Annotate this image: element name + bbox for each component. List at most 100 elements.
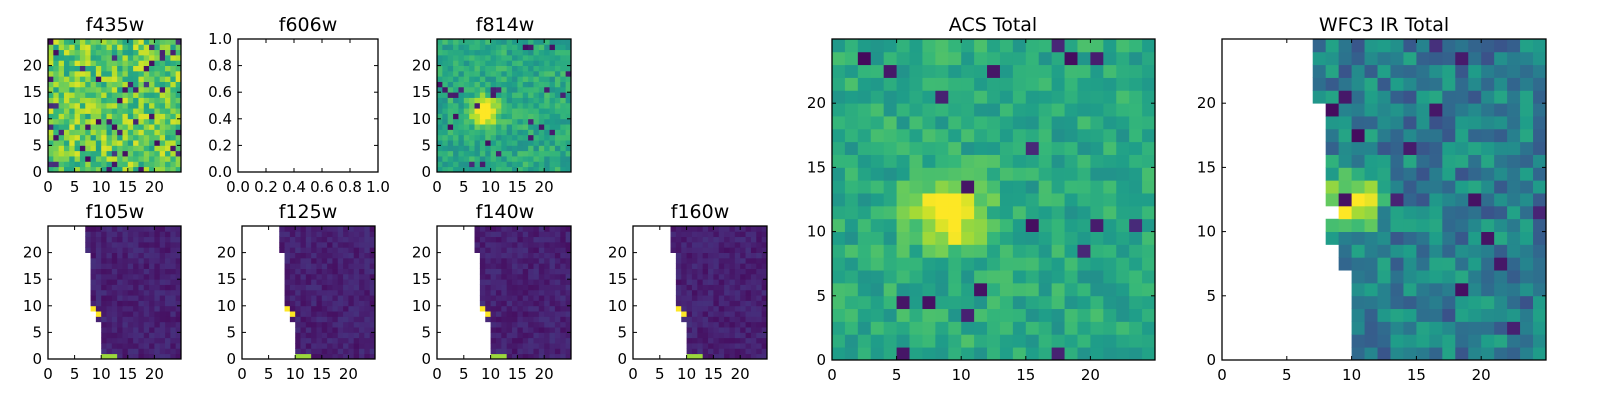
heatmap-cell <box>750 300 757 307</box>
heatmap-cell <box>1520 270 1534 284</box>
heatmap-cell <box>1064 39 1078 53</box>
heatmap-cell <box>756 316 763 323</box>
heatmap-cell <box>321 311 328 317</box>
heatmap-cell <box>117 300 123 307</box>
heatmap-cell <box>734 348 741 355</box>
heatmap-cell <box>1025 347 1040 361</box>
heatmap-cell <box>437 118 443 125</box>
heatmap-cell <box>1351 154 1365 168</box>
heatmap-cell <box>697 311 704 317</box>
heatmap-cell <box>756 348 763 355</box>
heatmap-cell <box>143 353 150 360</box>
heatmap-cell <box>1507 244 1521 258</box>
heatmap-cell <box>348 284 355 291</box>
y-tick-label: 10 <box>412 110 431 128</box>
heatmap-cell <box>528 129 534 136</box>
heatmap-cell <box>560 321 567 328</box>
heatmap-cell <box>1364 128 1378 143</box>
heatmap-cell <box>1142 193 1156 207</box>
heatmap-cell <box>1338 257 1352 271</box>
heatmap-cell <box>987 193 1001 207</box>
heatmap-cell <box>549 289 556 296</box>
heatmap-cell <box>143 86 150 93</box>
heatmap-cell <box>74 60 81 66</box>
heatmap-cell <box>1129 193 1143 207</box>
heatmap-cell <box>533 108 540 114</box>
heatmap-cell <box>675 284 682 291</box>
x-tick-label: 0 <box>43 178 53 196</box>
heatmap-cell <box>138 39 145 45</box>
heatmap-cell <box>117 226 123 232</box>
heatmap-cell <box>686 300 693 307</box>
heatmap-cell <box>474 161 481 168</box>
heatmap-cell <box>501 118 508 125</box>
heatmap-cell <box>1077 321 1091 335</box>
heatmap-cell <box>1351 282 1365 297</box>
heatmap-cell <box>1429 128 1443 143</box>
heatmap-cell <box>517 44 524 51</box>
heatmap-cell <box>453 108 459 114</box>
heatmap-cell <box>149 327 155 333</box>
heatmap-cell <box>490 44 497 51</box>
heatmap-cell <box>469 60 475 66</box>
heatmap-cell <box>1403 141 1417 155</box>
heatmap-cell <box>458 118 465 125</box>
heatmap-cell <box>159 150 166 157</box>
heatmap-cell <box>170 311 177 317</box>
heatmap-cell <box>74 54 81 61</box>
heatmap-cell <box>1116 334 1130 348</box>
heatmap-cell <box>565 316 572 323</box>
heatmap-cell <box>702 273 709 280</box>
heatmap-cell <box>463 108 470 114</box>
heatmap-cell <box>122 49 129 56</box>
heatmap-cell <box>1064 282 1078 297</box>
heatmap-cell <box>154 348 161 355</box>
heatmap-cell <box>300 263 307 269</box>
heatmap-cell <box>506 305 513 312</box>
heatmap-cell <box>896 205 910 220</box>
heatmap-cell <box>1012 180 1027 194</box>
heatmap-cell <box>935 257 949 271</box>
heatmap-cell <box>761 268 768 275</box>
heatmap-cell <box>85 97 91 104</box>
heatmap-cell <box>122 353 129 360</box>
heatmap-cell <box>844 180 859 194</box>
heatmap-cell <box>485 140 491 146</box>
heatmap-cell <box>544 161 550 168</box>
heatmap-cell <box>133 343 139 349</box>
heatmap-cell <box>1038 141 1053 155</box>
heatmap-cell <box>175 102 182 109</box>
heatmap-cell <box>560 343 567 349</box>
heatmap-cell <box>159 118 166 125</box>
heatmap-cell <box>48 145 54 152</box>
heatmap-cell <box>95 113 102 120</box>
heatmap-cell <box>1533 90 1547 104</box>
heatmap-cell <box>987 90 1001 104</box>
heatmap-cell <box>724 316 730 323</box>
heatmap-cell <box>560 273 567 280</box>
heatmap-cell <box>691 247 698 253</box>
heatmap-cell <box>175 39 182 45</box>
heatmap-cell <box>512 343 518 349</box>
heatmap-cell <box>560 166 567 173</box>
heatmap-cell <box>1520 77 1534 91</box>
heatmap-cell <box>133 305 139 312</box>
heatmap-cell <box>1481 205 1495 220</box>
heatmap-cell <box>479 236 486 243</box>
heatmap-cell <box>485 124 491 130</box>
heatmap-cell <box>538 102 545 109</box>
heatmap-cell <box>999 270 1014 284</box>
heatmap-cell <box>512 241 518 248</box>
heatmap-cell <box>565 247 572 253</box>
heatmap-cell <box>149 97 155 104</box>
heatmap-cell <box>1455 103 1469 117</box>
heatmap-cell <box>85 113 91 120</box>
heatmap-cell <box>1338 154 1352 168</box>
heatmap-cell <box>844 244 859 258</box>
heatmap-cell <box>63 39 70 45</box>
heatmap-cell <box>58 129 65 136</box>
heatmap-cell <box>170 268 177 275</box>
heatmap-cell <box>1051 218 1065 232</box>
heatmap-cell <box>1142 295 1156 310</box>
heatmap-cell <box>149 268 155 275</box>
